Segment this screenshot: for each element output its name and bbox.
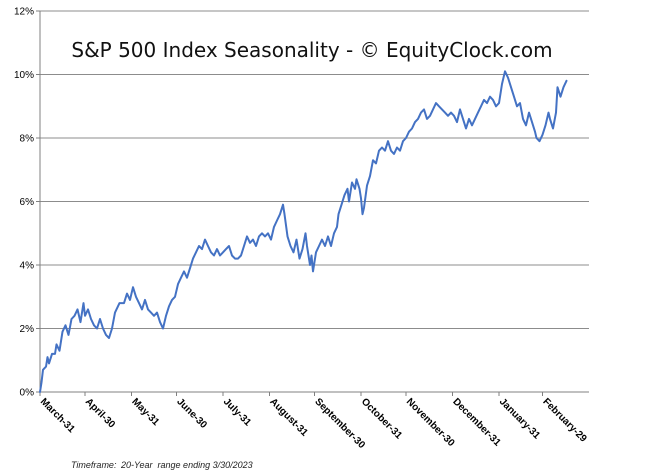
x-tick-label-1: April-30 — [83, 396, 117, 430]
x-tick-label-9: December-31 — [450, 396, 503, 449]
x-tick-label-10: January-31 — [497, 396, 542, 441]
timeframe-text: 20-Year range ending 3/30/2023 — [121, 460, 253, 470]
y-tick-label-4: 8% — [20, 134, 35, 145]
y-tick-label-3: 6% — [20, 197, 35, 208]
y-tick-label-6: 12% — [14, 7, 34, 18]
y-tick-label-5: 10% — [14, 70, 34, 81]
timeframe-label: Timeframe: — [71, 460, 117, 470]
x-tick-label-2: May-31 — [129, 396, 161, 428]
y-tick-label-2: 4% — [20, 261, 35, 272]
timeframe-footnote: Timeframe: 20-Year range ending 3/30/2023 — [66, 450, 253, 470]
series-line-0 — [39, 70, 568, 393]
x-tick-label-5: August-31 — [267, 396, 310, 439]
x-tick-label-3: June-30 — [174, 396, 209, 431]
y-tick-label-0: 0% — [20, 388, 35, 399]
x-tick-label-6: September-30 — [312, 396, 367, 451]
x-tick-label-0: March-31 — [38, 396, 77, 435]
x-tick-label-11: February-29 — [540, 396, 589, 445]
x-tick-label-7: October-31 — [359, 396, 404, 441]
x-tick-label-4: July-31 — [221, 396, 253, 428]
x-tick-label-8: November-30 — [404, 396, 457, 449]
y-tick-label-1: 2% — [20, 324, 35, 335]
chart-title: S&P 500 Index Seasonality - © EquityCloc… — [71, 38, 552, 62]
